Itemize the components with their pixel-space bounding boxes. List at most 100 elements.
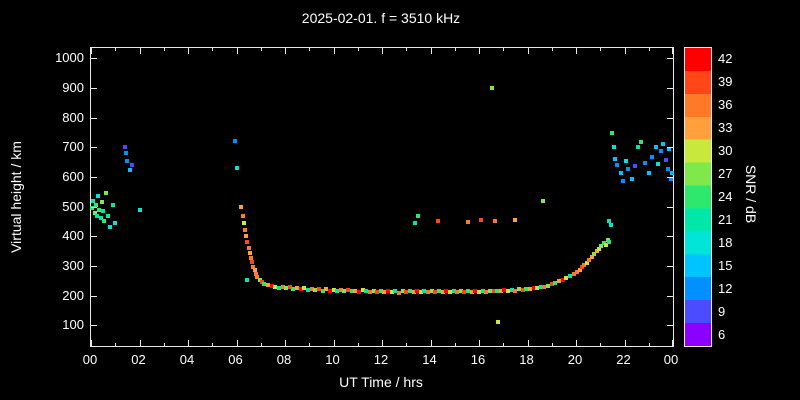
data-point [262, 281, 267, 286]
data-point [252, 268, 257, 273]
x-tick-label: 16 [470, 352, 486, 367]
data-point [458, 289, 463, 294]
data-point [251, 264, 256, 269]
tick-mark [667, 147, 673, 149]
data-point [124, 151, 129, 156]
colorbar-tick-label: 36 [718, 97, 733, 113]
data-point [535, 286, 540, 291]
tick-mark [236, 340, 238, 346]
tick-mark [667, 117, 673, 119]
data-point [253, 272, 258, 277]
data-point [269, 284, 274, 289]
tick-mark [503, 48, 505, 51]
tick-mark [551, 48, 553, 51]
tick-mark [91, 206, 97, 208]
data-point [509, 287, 514, 292]
data-point [105, 213, 110, 218]
tick-mark [479, 340, 480, 346]
data-point [506, 289, 511, 294]
data-point [241, 220, 246, 225]
tick-mark [163, 48, 165, 51]
data-point [498, 289, 503, 294]
data-point [316, 287, 321, 292]
data-point [661, 141, 666, 146]
x-tick-label: 12 [373, 352, 389, 367]
y-tick-label: 600 [62, 168, 84, 184]
data-point [389, 290, 394, 295]
data-point [411, 290, 416, 295]
data-point [490, 86, 495, 91]
data-point [309, 286, 314, 291]
data-point [451, 288, 456, 293]
x-tick-label: 00 [663, 352, 679, 367]
data-point [102, 219, 107, 224]
data-point [127, 167, 132, 172]
tick-mark [672, 340, 673, 346]
data-point [479, 217, 484, 222]
tick-mark [576, 340, 577, 346]
data-point [257, 278, 262, 283]
tick-mark [309, 48, 311, 51]
data-point [592, 252, 597, 257]
data-point [639, 139, 644, 144]
tick-mark [527, 48, 529, 54]
data-point [245, 278, 250, 283]
data-point [557, 279, 562, 284]
data-point [97, 207, 102, 212]
data-point [635, 145, 640, 150]
data-point [599, 243, 604, 248]
tick-mark [667, 58, 673, 60]
y-tick-label: 800 [62, 109, 84, 125]
data-point [306, 287, 311, 292]
tick-mark [115, 343, 117, 346]
data-point [633, 163, 638, 168]
data-point [98, 216, 103, 221]
chart-title: 2025-02-01. f = 3510 kHz [301, 10, 461, 26]
data-point [242, 228, 247, 233]
tick-mark [406, 48, 408, 51]
x-tick-label: 02 [131, 352, 146, 367]
data-point [346, 288, 351, 293]
data-point [646, 171, 651, 176]
data-point [538, 284, 543, 289]
y-tick-label: 900 [62, 80, 84, 96]
data-point [567, 273, 572, 278]
data-point [469, 290, 474, 295]
data-point [524, 286, 529, 291]
data-point [597, 246, 602, 251]
data-point [502, 288, 507, 293]
data-point [650, 154, 655, 159]
data-point [295, 285, 300, 290]
data-point [447, 290, 452, 295]
data-point [412, 220, 417, 225]
tick-mark [406, 343, 408, 346]
data-point [612, 156, 617, 161]
data-point [658, 148, 663, 153]
colorbar-tick-label: 27 [718, 166, 733, 182]
tick-mark [91, 325, 97, 327]
tick-mark [91, 88, 97, 90]
tick-mark [309, 343, 311, 346]
tick-mark [527, 340, 529, 346]
tick-mark [91, 295, 97, 297]
data-point [371, 288, 376, 293]
data-point [99, 200, 104, 205]
tick-mark [115, 48, 117, 51]
data-point [234, 166, 239, 171]
x-tick-label: 20 [567, 352, 583, 367]
data-point [520, 287, 525, 292]
tick-mark [285, 48, 286, 54]
data-point [249, 255, 254, 260]
data-point [404, 290, 409, 295]
data-point [320, 288, 325, 293]
data-point [407, 289, 412, 294]
tick-mark [382, 48, 383, 54]
data-point [477, 289, 481, 294]
data-point [426, 290, 431, 295]
data-point [92, 210, 97, 215]
data-point [542, 285, 547, 290]
data-point [663, 157, 668, 162]
tick-mark [648, 48, 650, 51]
data-point [327, 288, 332, 293]
